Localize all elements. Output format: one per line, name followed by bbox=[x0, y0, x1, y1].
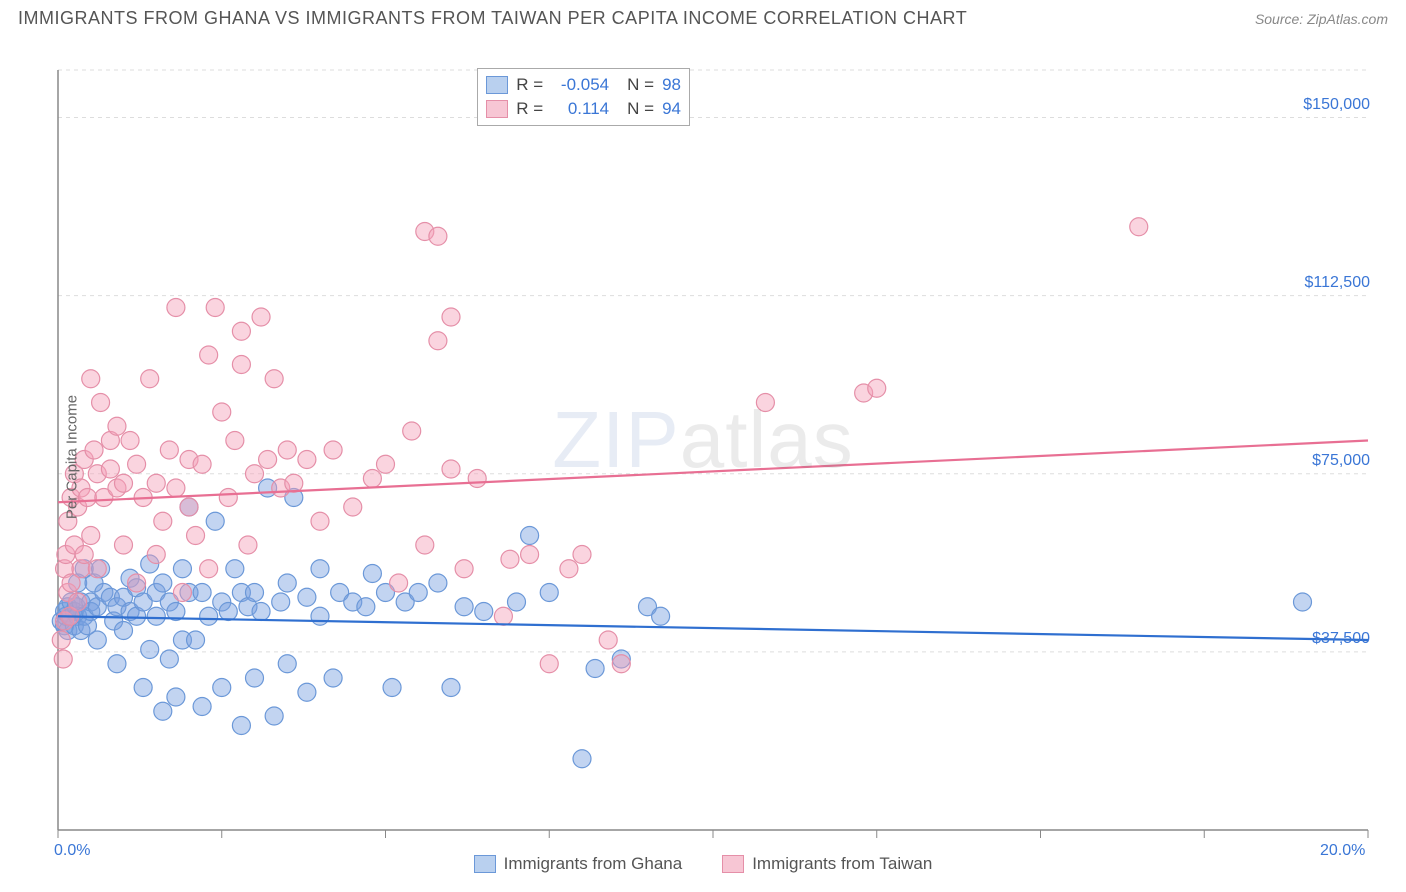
chart-area: Per Capita Income ZIPatlas R = -0.054 N … bbox=[18, 40, 1388, 874]
y-tick-label: $150,000 bbox=[1303, 96, 1370, 114]
r-label: R = bbox=[516, 73, 543, 97]
correlation-stats-box: R = -0.054 N = 98 R = 0.114 N = 94 bbox=[477, 68, 690, 126]
legend-item-ghana: Immigrants from Ghana bbox=[474, 854, 683, 874]
swatch-ghana bbox=[486, 76, 508, 94]
bottom-legend: Immigrants from Ghana Immigrants from Ta… bbox=[18, 854, 1388, 874]
n-value-b: 94 bbox=[662, 97, 681, 121]
legend-label-ghana: Immigrants from Ghana bbox=[504, 854, 683, 874]
y-tick-label: $37,500 bbox=[1312, 630, 1370, 648]
x-tick-label: 20.0% bbox=[1320, 842, 1365, 860]
r-value-b: 0.114 bbox=[551, 97, 609, 121]
legend-swatch-taiwan bbox=[722, 855, 744, 873]
legend-item-taiwan: Immigrants from Taiwan bbox=[722, 854, 932, 874]
y-axis-label: Per Capita Income bbox=[64, 395, 81, 519]
n-label: N = bbox=[627, 73, 654, 97]
y-tick-label: $112,500 bbox=[1304, 274, 1370, 292]
chart-title: IMMIGRANTS FROM GHANA VS IMMIGRANTS FROM… bbox=[18, 8, 967, 29]
swatch-taiwan bbox=[486, 100, 508, 118]
chart-header: IMMIGRANTS FROM GHANA VS IMMIGRANTS FROM… bbox=[0, 0, 1406, 33]
scatter-plot bbox=[18, 40, 1388, 874]
r-label: R = bbox=[516, 97, 543, 121]
y-tick-label: $75,000 bbox=[1312, 452, 1370, 470]
stats-row-a: R = -0.054 N = 98 bbox=[486, 73, 681, 97]
stats-row-b: R = 0.114 N = 94 bbox=[486, 97, 681, 121]
legend-swatch-ghana bbox=[474, 855, 496, 873]
x-tick-label: 0.0% bbox=[54, 842, 90, 860]
n-label: N = bbox=[627, 97, 654, 121]
n-value-a: 98 bbox=[662, 73, 681, 97]
r-value-a: -0.054 bbox=[551, 73, 609, 97]
chart-source: Source: ZipAtlas.com bbox=[1255, 11, 1388, 27]
legend-label-taiwan: Immigrants from Taiwan bbox=[752, 854, 932, 874]
